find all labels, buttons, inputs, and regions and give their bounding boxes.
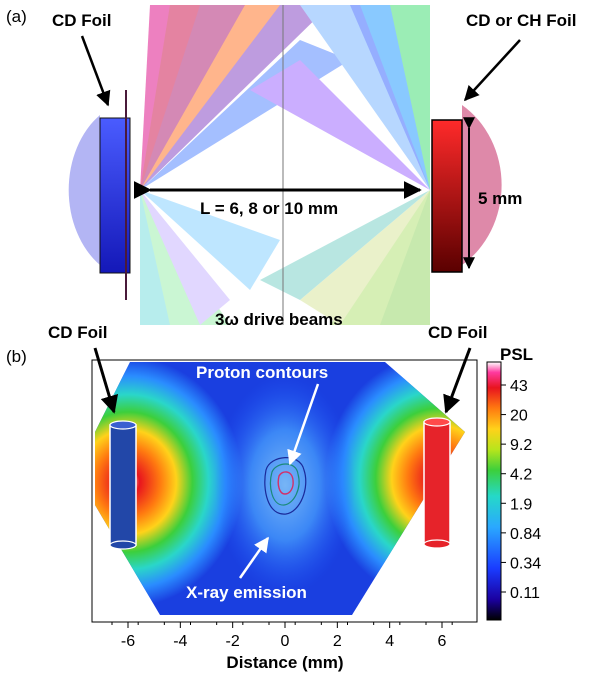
right-foil-pointer <box>463 39 521 102</box>
panel-b-tag: (b) <box>6 347 27 366</box>
left-foil-pointer <box>80 35 111 107</box>
panel-a: (a) <box>6 5 577 329</box>
colorbar-tick-label: 20 <box>510 408 528 425</box>
x-tick-label: -4 <box>173 633 187 650</box>
colorbar-ticks: 43 20 9.2 4.2 1.9 0.84 0.34 0.11 <box>501 378 541 602</box>
b-left-foil-label: CD Foil <box>48 323 108 342</box>
colorbar-tick-label: 0.84 <box>510 526 541 543</box>
x-tick-label: 2 <box>333 633 342 650</box>
height-label: 5 mm <box>478 189 522 208</box>
proton-contours-label: Proton contours <box>196 363 328 382</box>
proton-contours <box>264 457 307 515</box>
left-halfsphere <box>68 115 100 265</box>
x-axis: -6 -4 -2 0 2 4 6 <box>92 621 477 650</box>
right-halfsphere <box>462 105 502 265</box>
left-foil-label: CD Foil <box>52 11 112 30</box>
b-right-foil-pointer <box>443 347 472 414</box>
colorbar-tick-label: 1.9 <box>510 496 532 513</box>
proton-pointer <box>287 383 320 466</box>
b-left-foil-pointer <box>93 347 119 414</box>
beams-label: 3ω drive beams <box>215 310 343 329</box>
colorbar-tick-label: 9.2 <box>510 437 532 454</box>
x-tick-label: 4 <box>385 633 394 650</box>
x-tick-label: 6 <box>438 633 447 650</box>
panel-b: (b) CD Foil CD Foil <box>6 323 541 672</box>
x-tick-label: -2 <box>226 633 240 650</box>
colorbar-tick-label: 0.11 <box>510 585 540 602</box>
x-tick-label: 0 <box>281 633 290 650</box>
x-axis-label: Distance (mm) <box>226 653 343 672</box>
right-foil-b <box>423 417 451 549</box>
colorbar-tick-label: 43 <box>510 378 528 395</box>
drive-beams <box>140 5 430 325</box>
b-right-foil-label: CD Foil <box>428 323 488 342</box>
colorbar <box>486 361 502 621</box>
left-foil-b <box>109 420 137 550</box>
right-foil <box>431 119 463 273</box>
colorbar-tick-label: 0.34 <box>510 555 541 572</box>
panel-a-tag: (a) <box>6 7 27 26</box>
right-foil-outline <box>431 119 463 273</box>
x-tick-label: -6 <box>121 633 135 650</box>
colorbar-title: PSL <box>500 345 533 364</box>
xray-emission-label: X-ray emission <box>186 583 307 602</box>
colorbar-tick-label: 4.2 <box>510 467 532 484</box>
separation-label: L = 6, 8 or 10 mm <box>200 199 338 218</box>
right-foil-label: CD or CH Foil <box>466 11 577 30</box>
xray-pointer <box>238 536 270 579</box>
